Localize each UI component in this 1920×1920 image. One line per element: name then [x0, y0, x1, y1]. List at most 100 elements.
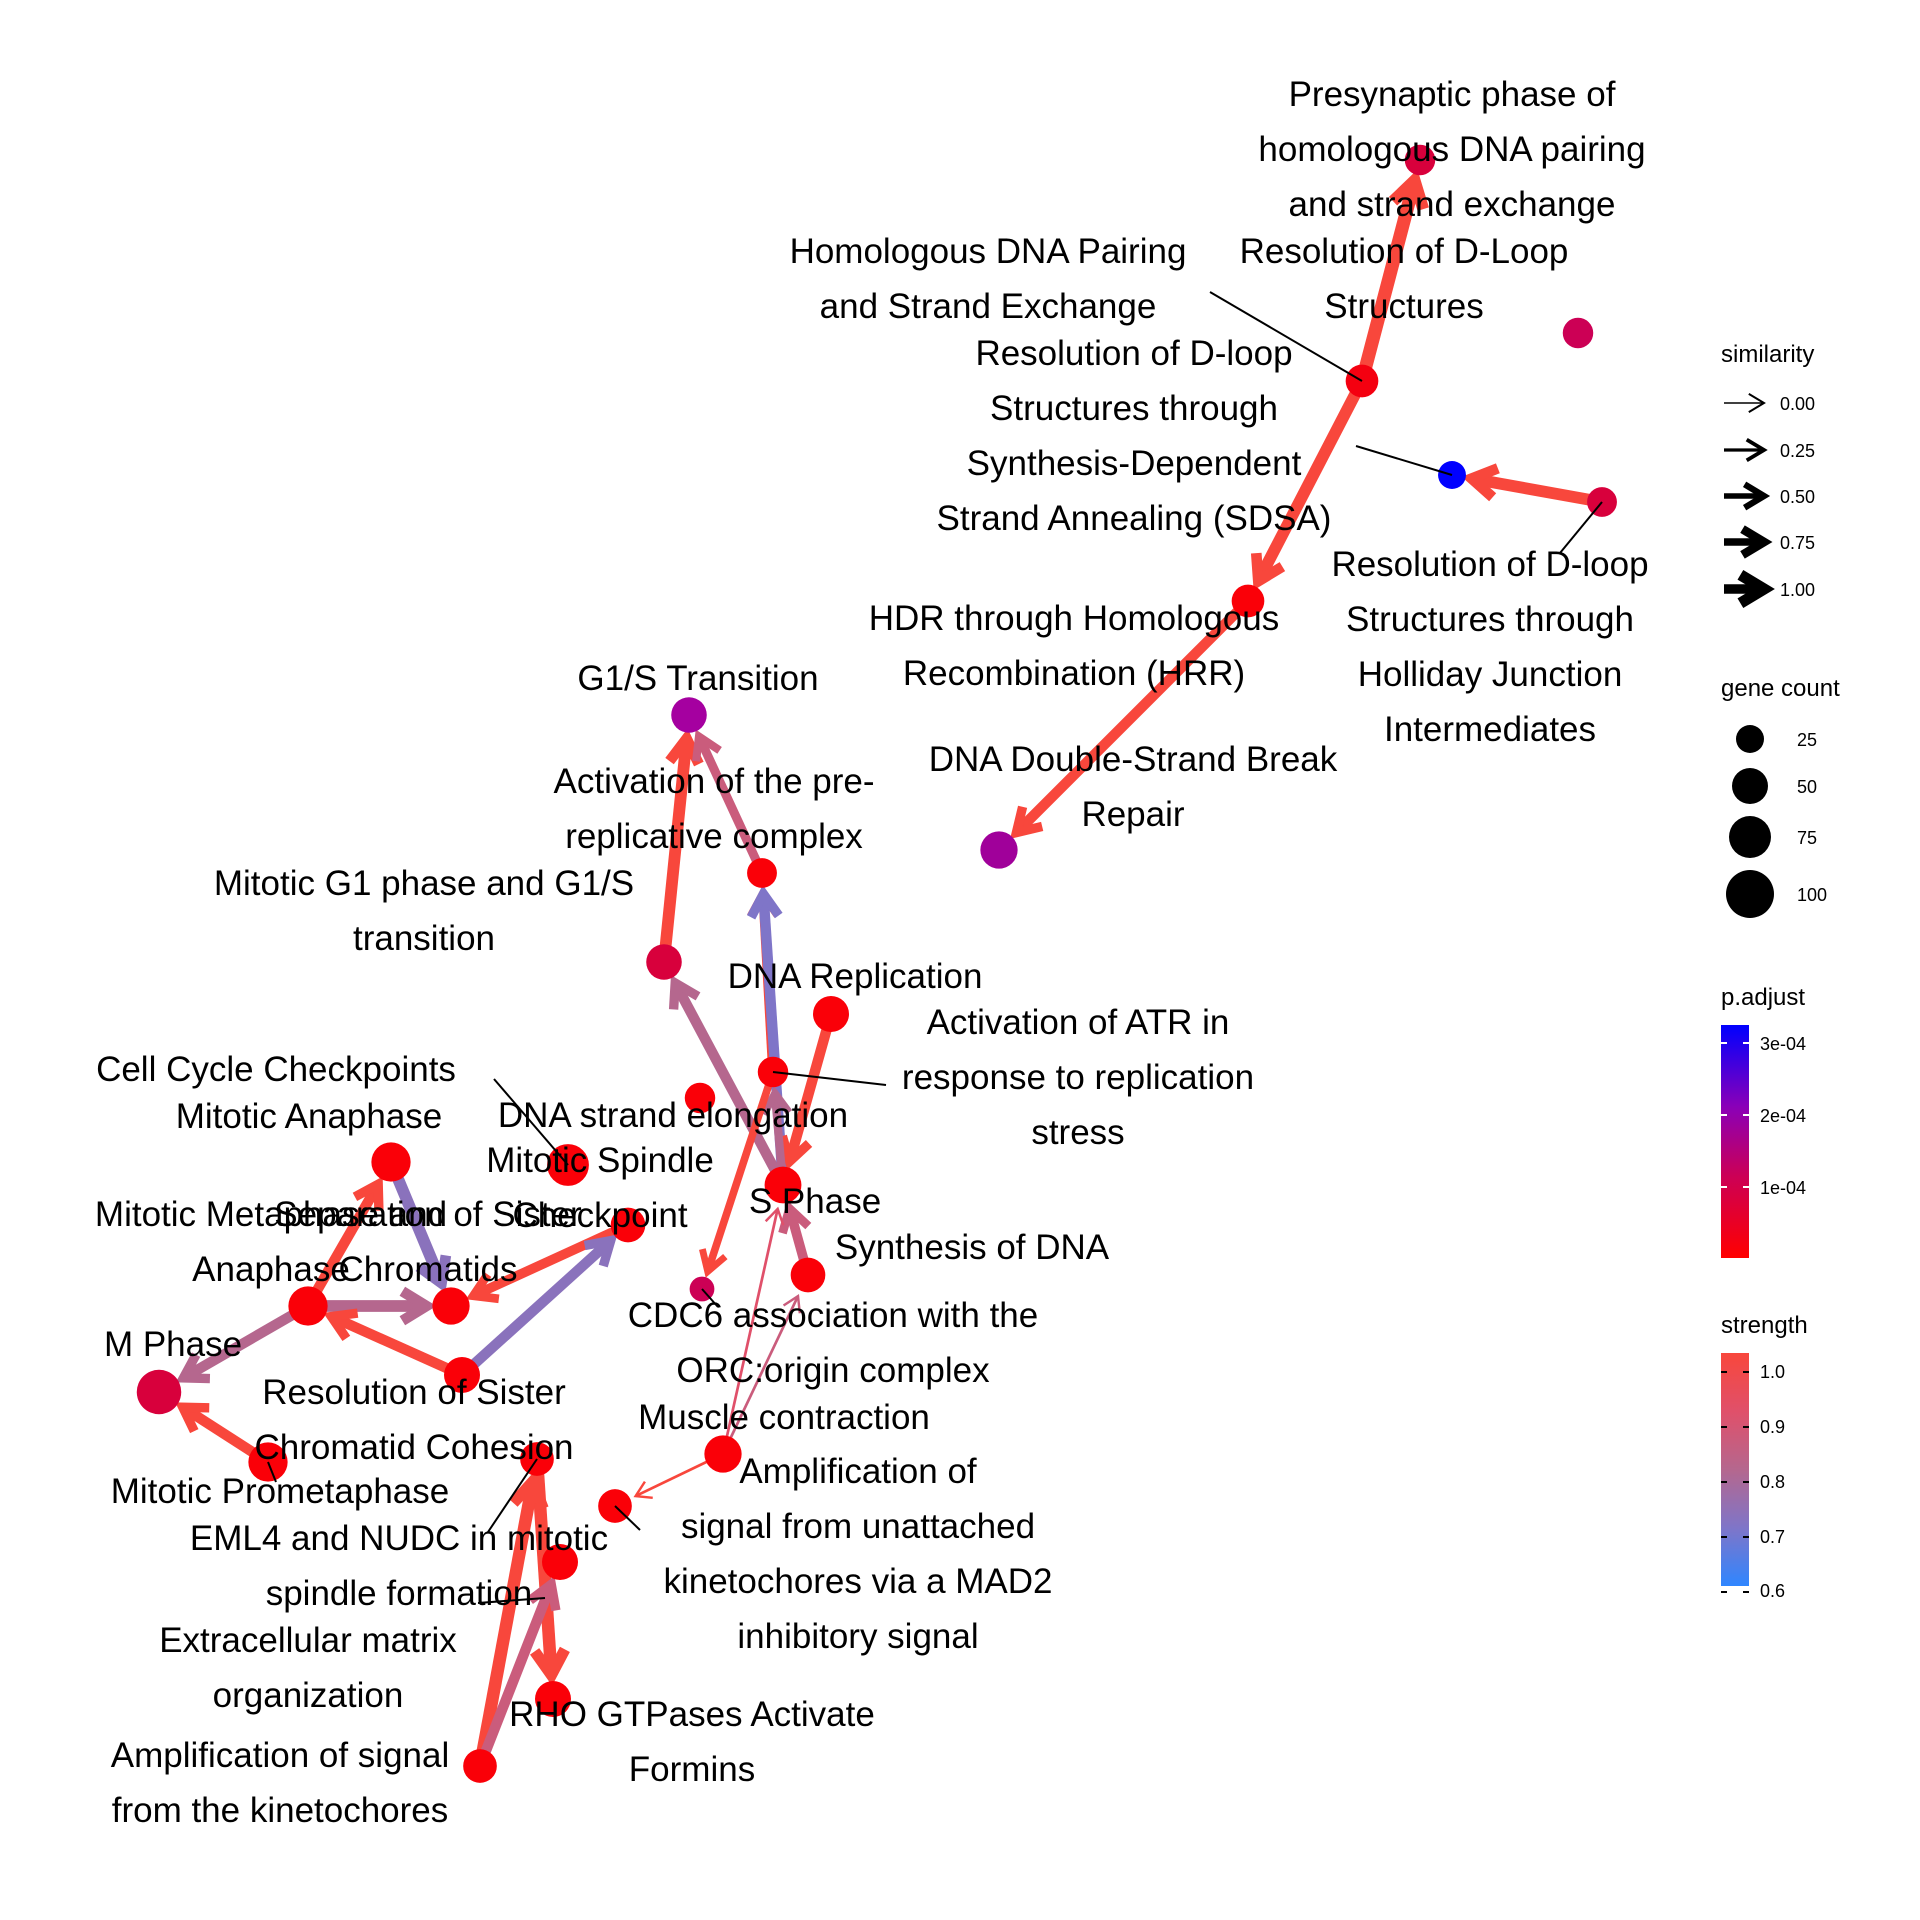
node-rho	[535, 1681, 571, 1717]
edge-ampkin-to-eml4	[473, 1470, 549, 1768]
node-label-line: Cell Cycle Checkpoints	[96, 1050, 456, 1089]
node-label-homol_pair: Homologous DNA Pairing and Strand Exchang…	[790, 232, 1187, 326]
edge-homol_pair-to-hrr	[1250, 378, 1368, 591]
labels-layer: Presynaptic phase of homologous DNA pairi…	[95, 75, 1649, 1830]
node-label-line: Chromatids	[339, 1250, 518, 1289]
node-label-line: Resolution of Sister	[262, 1373, 566, 1412]
node-label-sepsis: Separation of Sister Chromatids	[274, 1195, 582, 1289]
edge-ampkin-to-ecm	[475, 1576, 561, 1768]
legend-gene-count-title: gene count	[1721, 675, 1840, 702]
node-label-line: Mitotic Spindle	[486, 1141, 714, 1180]
node-label-line: Amplification of	[739, 1452, 977, 1491]
edge-arrowhead	[633, 1480, 653, 1500]
node-label-cdc6: CDC6 association with the ORC:origin comp…	[628, 1296, 1038, 1390]
node-prerep	[747, 858, 777, 888]
node-label-ampmad2: Amplification of signal from unattached ki…	[663, 1452, 1052, 1656]
legend-strength-tick: 0.8	[1760, 1472, 1785, 1492]
node-synth	[790, 1257, 826, 1293]
leader-line-eml4	[487, 1458, 538, 1533]
node-label-line: spindle formation	[266, 1574, 533, 1613]
node-presyn	[1404, 144, 1436, 176]
edge-hrr-to-dsbr	[1010, 597, 1252, 839]
edge-arrowhead	[692, 729, 722, 762]
edge-metana-to-mphase	[175, 1301, 311, 1384]
edge-arrowhead	[1010, 805, 1044, 839]
legend-size-key	[1726, 870, 1774, 918]
node-sphase	[764, 1166, 802, 1204]
edge-muscle-to-sphase	[721, 1206, 785, 1455]
edge-arrowhead	[415, 1254, 452, 1293]
node-label-line: Muscle contraction	[638, 1398, 930, 1437]
node-label-cellcp: Cell Cycle Checkpoints	[96, 1050, 456, 1089]
node-label-line: Checkpoint	[512, 1196, 687, 1235]
legend-padjust-tick: 2e-04	[1760, 1106, 1806, 1126]
legend-size-key	[1732, 768, 1768, 804]
edges-layer	[175, 169, 1604, 1768]
edge-arrowhead	[746, 884, 783, 920]
node-label-line: and strand exchange	[1289, 185, 1616, 224]
legend-size-key	[1729, 816, 1771, 858]
node-metana	[288, 1286, 328, 1326]
node-label-line: and Strand Exchange	[820, 287, 1157, 326]
node-label-line: Strand Annealing (SDSA)	[937, 499, 1332, 538]
legend-similarity-tick: 0.00	[1780, 394, 1815, 414]
node-label-line: Resolution of D-loop	[1331, 545, 1648, 584]
edge-prerep-to-g1s	[692, 729, 767, 875]
node-label-line: Presynaptic phase of	[1289, 75, 1616, 114]
node-label-line: Mitotic Anaphase	[176, 1097, 443, 1136]
node-ecm	[542, 1544, 578, 1580]
node-label-eml4: EML4 and NUDC in mitotic spindle formatio…	[190, 1519, 608, 1613]
edge-arrowhead	[778, 1200, 812, 1235]
node-label-line: HDR through Homologous	[869, 599, 1279, 638]
legend-size-key	[1736, 725, 1764, 753]
node-label-line: Activation of the pre-	[554, 762, 875, 801]
node-dnarep	[813, 996, 849, 1032]
node-label-line: DNA strand elongation	[498, 1096, 848, 1135]
node-label-line: Synthesis of DNA	[835, 1228, 1110, 1267]
node-label-line: Synthesis-Dependent	[967, 444, 1302, 483]
node-label-line: replicative complex	[565, 817, 863, 856]
node-label-line: Separation of Sister	[274, 1195, 582, 1234]
edge-sisres-to-metana	[323, 1308, 465, 1380]
node-label-line: M Phase	[104, 1325, 242, 1364]
node-label-line: from the kinetochores	[112, 1791, 449, 1830]
node-label-line: Extracellular matrix	[159, 1621, 457, 1660]
leader-line-cellcp	[493, 1078, 569, 1166]
edge-dnarep-to-sphase	[777, 1012, 837, 1171]
node-label-rho: RHO GTPases Activate Formins	[509, 1695, 875, 1789]
node-g1s	[671, 697, 707, 733]
node-label-line: stress	[1031, 1113, 1124, 1152]
node-dsbr	[980, 831, 1018, 869]
leader-line-sdsa	[1355, 445, 1453, 476]
edge-arrowhead	[175, 1352, 211, 1384]
edge-sisres-to-spindle	[458, 1234, 618, 1379]
node-label-ampkin: Amplification of signal from the kinetoch…	[111, 1736, 450, 1830]
node-label-line: Resolution of D-loop	[975, 334, 1292, 373]
edge-sphase-to-mitg1s	[668, 975, 788, 1188]
node-label-line: kinetochores via a MAD2	[663, 1562, 1052, 1601]
edge-arrowhead	[323, 1308, 359, 1341]
node-label-ecm: Extracellular matrix organization	[159, 1621, 457, 1715]
edge-homol_pair-to-presyn	[1355, 169, 1429, 383]
legend-similarity-key	[1724, 437, 1768, 463]
leader-line-holliday	[1559, 501, 1603, 554]
node-mitana	[371, 1142, 411, 1182]
edge-arrowhead	[699, 1248, 728, 1278]
edge-metana-to-mitana	[303, 1176, 384, 1309]
legend-similarity-key	[1724, 570, 1775, 608]
label-leader-lines	[267, 291, 1603, 1604]
node-label-presyn: Presynaptic phase of homologous DNA pairi…	[1258, 75, 1645, 224]
node-label-mitana: Mitotic Anaphase	[176, 1097, 443, 1136]
legend-strength-tick: 1.0	[1760, 1362, 1785, 1382]
node-label-hrr: HDR through Homologous Recombination (HRR…	[869, 599, 1279, 693]
edge-atr-to-cdc6	[699, 1070, 777, 1278]
legend-padjust-colorbar	[1721, 1025, 1749, 1258]
node-dloop_res	[1562, 317, 1594, 349]
node-hrr	[1231, 584, 1265, 618]
edge-arrowhead	[764, 1206, 785, 1226]
edge-arrowhead	[760, 1086, 793, 1117]
node-mphase	[136, 1369, 182, 1415]
node-label-prometa: Mitotic Prometaphase	[111, 1472, 449, 1511]
edge-arrowhead	[1388, 169, 1429, 211]
node-label-line: Activation of ATR in	[927, 1003, 1230, 1042]
